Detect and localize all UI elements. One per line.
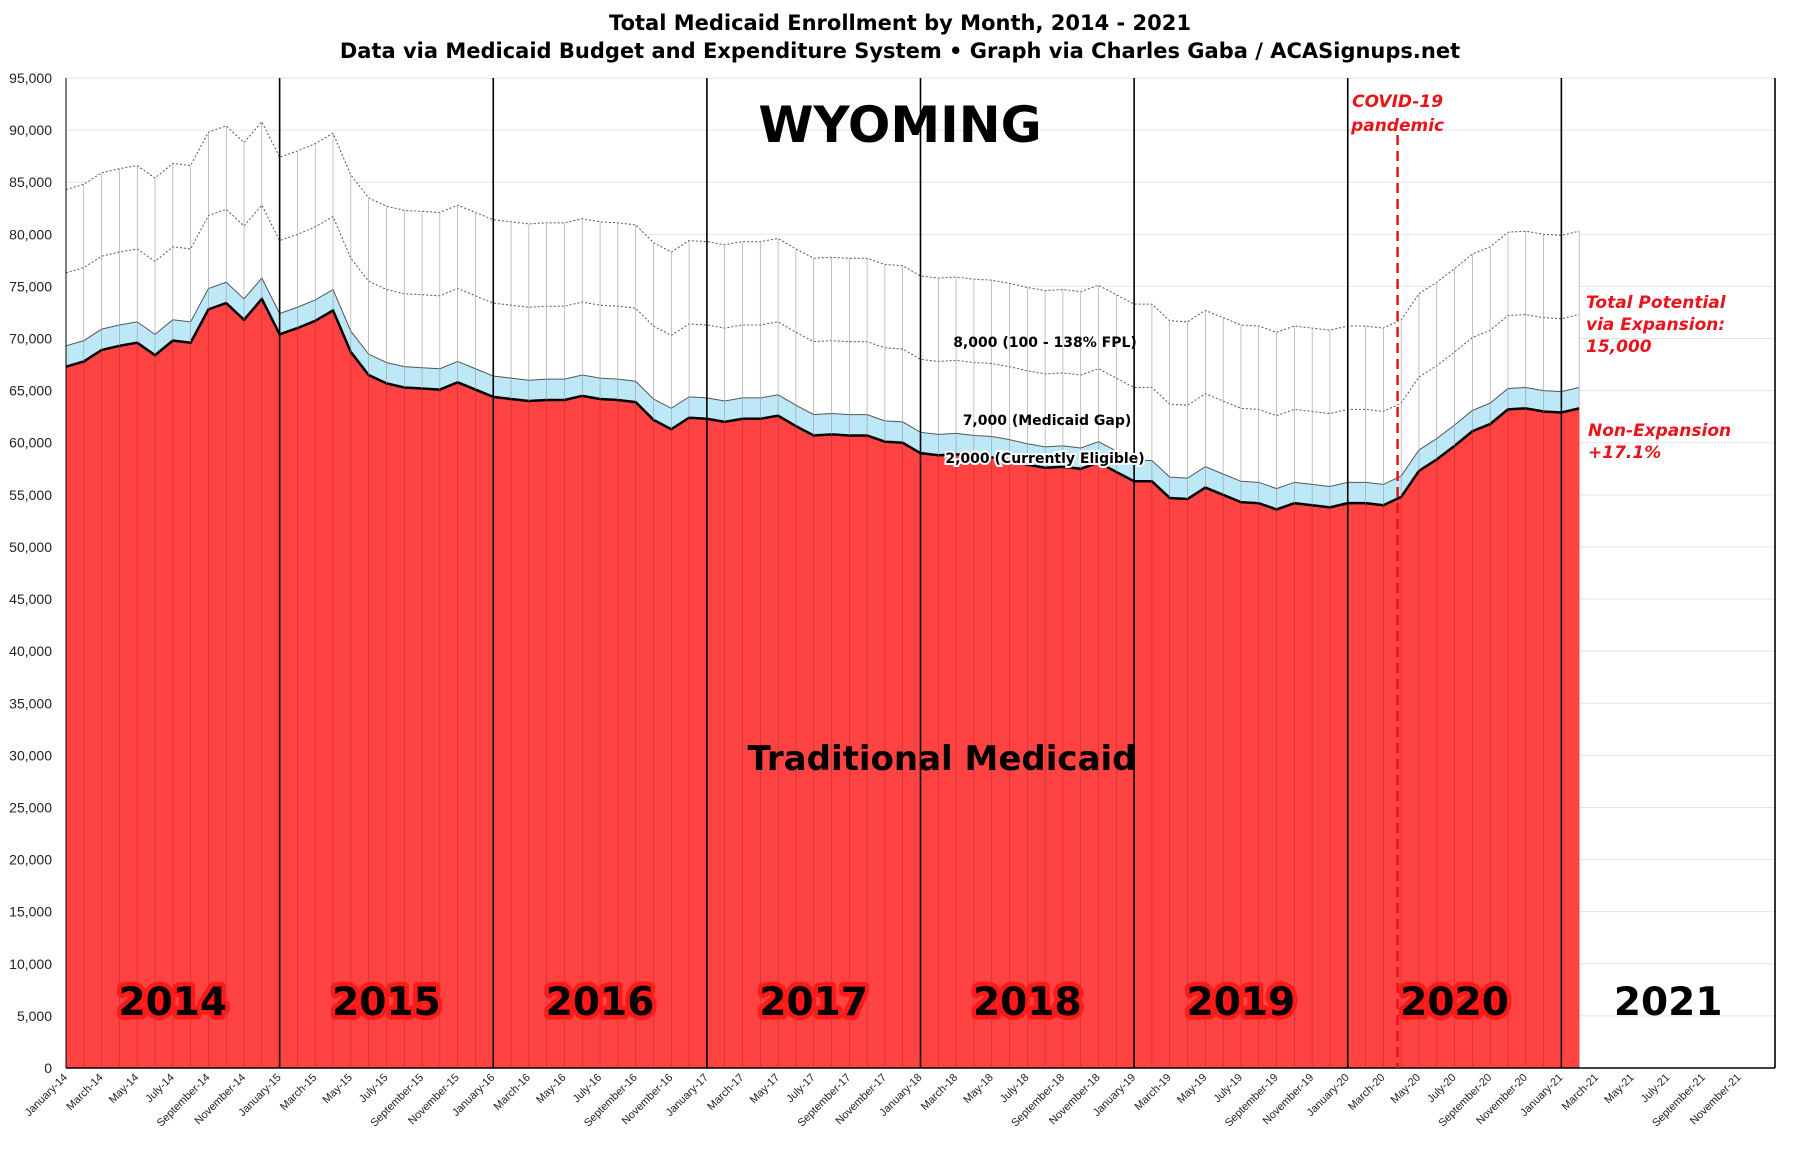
fpl-band-label: 8,000 (100 - 138% FPL) [953, 335, 1137, 351]
non-expansion-label-line: Non-Expansion [1588, 421, 1731, 441]
year-label: 2019 [1187, 980, 1296, 1025]
y-tick-label: 45,000 [9, 591, 52, 607]
year-label: 2014 [119, 980, 228, 1025]
total-potential-label-line: via Expansion: [1586, 315, 1725, 335]
year-label: 2017 [759, 980, 868, 1025]
y-tick-label: 25,000 [9, 799, 52, 815]
non-expansion-label-line: +17.1% [1588, 443, 1661, 463]
band-labels: 8,000 (100 - 138% FPL) 7,000 (Medicaid Ga… [943, 335, 1146, 469]
total-potential-label-line: 15,000 [1586, 337, 1652, 357]
medicaid-gap-band-label: 7,000 (Medicaid Gap) [963, 413, 1132, 429]
year-divider-lines [278, 78, 1776, 1068]
y-tick-label: 5,000 [17, 1008, 52, 1024]
y-tick-label: 65,000 [9, 383, 52, 399]
stacked-area-series [65, 120, 1580, 1068]
traditional-medicaid-label: Traditional Medicaid [747, 739, 1136, 779]
year-label: 2018 [973, 980, 1082, 1025]
total-potential-label-line: Total Potential [1586, 293, 1727, 313]
y-tick-label: 15,000 [9, 904, 52, 920]
currently-eligible-area [66, 278, 1580, 510]
y-tick-label: 10,000 [9, 956, 52, 972]
y-tick-label: 60,000 [9, 435, 52, 451]
currently-eligible-band-label: 2,000 (Currently Eligible) [945, 451, 1144, 467]
covid-label-line: pandemic [1350, 116, 1444, 136]
y-tick-label: 50,000 [9, 539, 52, 555]
y-tick-label: 85,000 [9, 174, 52, 190]
y-axis-tick-labels: 0 5,000 10,000 15,000 20,000 25,000 30,000 35,0… [9, 70, 52, 1076]
y-tick-label: 90,000 [9, 122, 52, 138]
y-tick-label: 95,000 [9, 70, 52, 86]
state-label: WYOMING [758, 96, 1041, 154]
y-tick-label: 80,000 [9, 226, 52, 242]
y-tick-label: 30,000 [9, 747, 52, 763]
covid-label-line: COVID-19 [1352, 92, 1443, 112]
y-tick-label: 35,000 [9, 695, 52, 711]
year-label: 2016 [546, 980, 655, 1025]
currently-eligible-line [65, 277, 1580, 490]
y-tick-label: 40,000 [9, 643, 52, 659]
covid-marker: COVID-19 pandemic [1350, 92, 1444, 1068]
y-tick-label: 20,000 [9, 852, 52, 868]
fpl-100-138-area [66, 121, 1580, 416]
year-label: 2020 [1400, 980, 1509, 1025]
traditional-medicaid-line [65, 296, 1580, 511]
year-label: 2015 [332, 980, 441, 1025]
y-tick-label: 55,000 [9, 487, 52, 503]
medicaid-gap-line [65, 204, 1580, 417]
fpl-line [65, 120, 1580, 333]
chart-subtitle: Data via Medicaid Budget and Expenditure… [340, 39, 1460, 63]
medicaid-gap-area [66, 205, 1580, 489]
chart-title: Total Medicaid Enrollment by Month, 2014… [609, 11, 1191, 35]
chart-axes [65, 78, 1775, 1069]
y-tick-label: 75,000 [9, 278, 52, 294]
y-tick-label: 0 [44, 1060, 52, 1076]
year-label: 2021 [1614, 980, 1723, 1025]
y-tick-label: 70,000 [9, 331, 52, 347]
year-labels: 2014 2015 2016 2017 2018 2019 2020 2021 [114, 976, 1723, 1030]
